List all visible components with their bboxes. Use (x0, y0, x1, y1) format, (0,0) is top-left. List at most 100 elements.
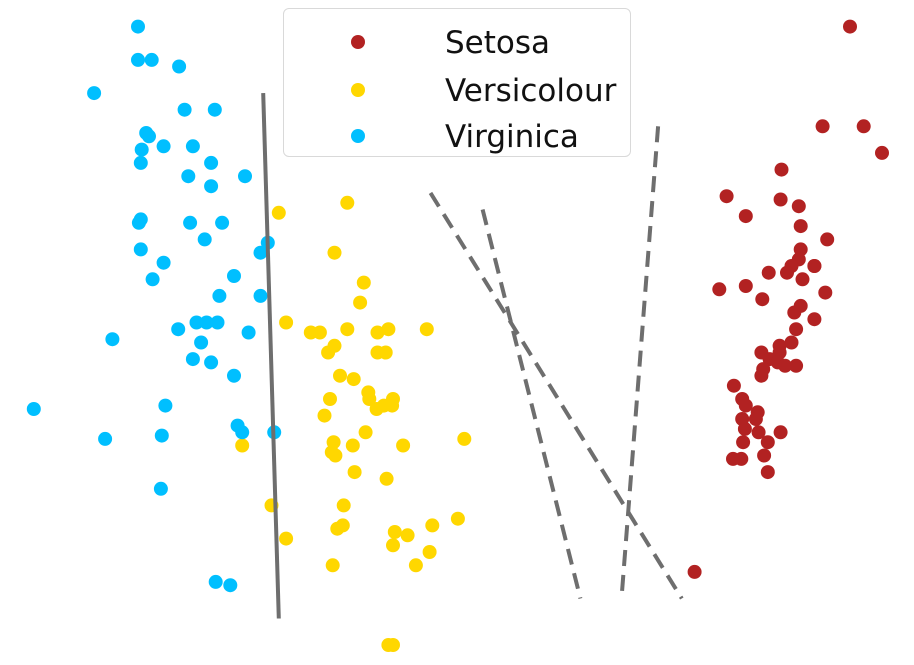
point-virginica (223, 578, 238, 593)
point-versicolour (271, 205, 286, 220)
point-versicolour (340, 195, 355, 210)
point-versicolour (347, 465, 362, 480)
legend-marker-virginica (351, 129, 365, 143)
point-setosa (738, 279, 753, 293)
point-virginica (253, 245, 268, 260)
legend-marker-versicolour (351, 83, 365, 97)
point-virginica (185, 139, 200, 154)
point-setosa (712, 282, 727, 297)
point-virginica (153, 481, 168, 496)
point-virginica (171, 322, 186, 337)
point-virginica (98, 431, 113, 446)
point-versicolour (457, 431, 472, 446)
point-virginica (197, 232, 212, 247)
dashed-boundary-line-2 (480, 209, 583, 599)
point-setosa (773, 192, 788, 207)
point-virginica (194, 335, 209, 350)
legend: Setosa Versicolour Virginica (283, 8, 631, 157)
point-versicolour (336, 498, 351, 513)
point-versicolour (386, 538, 400, 553)
point-virginica (144, 52, 159, 67)
point-virginica (227, 269, 241, 283)
solid-boundary-line-0 (261, 93, 281, 619)
point-virginica (210, 315, 225, 330)
point-virginica (26, 402, 41, 416)
point-virginica (204, 355, 219, 370)
dashed-boundary-line-1 (428, 191, 684, 600)
point-virginica (177, 102, 192, 117)
point-virginica (183, 215, 198, 230)
legend-item-setosa: Setosa (284, 22, 630, 62)
point-virginica (134, 142, 149, 157)
point-setosa (778, 358, 793, 373)
point-setosa (780, 265, 794, 280)
point-virginica (142, 129, 156, 144)
point-versicolour (370, 325, 385, 340)
point-virginica (154, 428, 169, 443)
point-versicolour (422, 545, 437, 559)
point-versicolour (317, 408, 332, 423)
point-versicolour (346, 372, 361, 387)
legend-label-setosa: Setosa (445, 25, 551, 61)
series-setosa (687, 19, 889, 579)
point-versicolour (235, 438, 250, 453)
point-setosa (755, 292, 770, 307)
point-virginica (131, 19, 145, 34)
point-setosa (807, 312, 822, 327)
point-versicolour (327, 245, 342, 260)
point-setosa (774, 162, 789, 177)
legend-item-virginica: Virginica (284, 116, 630, 156)
point-versicolour (321, 345, 336, 360)
point-virginica (189, 315, 204, 330)
point-virginica (215, 215, 230, 230)
point-versicolour (419, 322, 434, 337)
point-virginica (105, 332, 120, 347)
series-versicolour (235, 195, 472, 652)
point-versicolour (328, 448, 343, 463)
point-setosa (719, 189, 734, 204)
point-virginica (185, 352, 200, 367)
point-versicolour (279, 315, 294, 330)
point-setosa (875, 145, 889, 160)
point-setosa (820, 232, 835, 247)
series-virginica (26, 19, 282, 593)
point-virginica (87, 86, 102, 101)
point-versicolour (340, 322, 355, 337)
point-versicolour (378, 345, 393, 360)
point-setosa (757, 448, 772, 463)
point-versicolour (387, 525, 402, 539)
point-setosa (795, 272, 810, 287)
point-virginica (133, 242, 148, 257)
point-setosa (738, 209, 753, 224)
point-setosa (736, 435, 751, 450)
point-setosa (751, 425, 766, 440)
point-versicolour (356, 275, 371, 290)
point-virginica (212, 288, 227, 303)
point-versicolour (323, 392, 337, 406)
point-versicolour (335, 518, 350, 533)
point-virginica (238, 169, 252, 184)
point-versicolour (333, 368, 347, 383)
point-setosa (761, 265, 776, 280)
point-setosa (815, 119, 830, 134)
point-setosa (760, 435, 775, 450)
point-setosa (784, 335, 799, 350)
legend-label-virginica: Virginica (445, 119, 579, 155)
point-versicolour (369, 402, 384, 416)
point-setosa (734, 451, 749, 466)
point-versicolour (379, 471, 394, 486)
point-setosa (748, 412, 763, 426)
point-versicolour (425, 518, 440, 533)
point-virginica (133, 155, 148, 170)
point-versicolour (408, 558, 423, 573)
legend-item-versicolour: Versicolour (284, 70, 630, 110)
point-virginica (227, 368, 241, 383)
point-setosa (856, 119, 871, 134)
point-setosa (687, 564, 702, 579)
point-versicolour (396, 438, 411, 453)
point-setosa (791, 199, 806, 214)
point-versicolour (325, 558, 340, 573)
point-setosa (793, 219, 808, 234)
point-virginica (158, 398, 173, 413)
